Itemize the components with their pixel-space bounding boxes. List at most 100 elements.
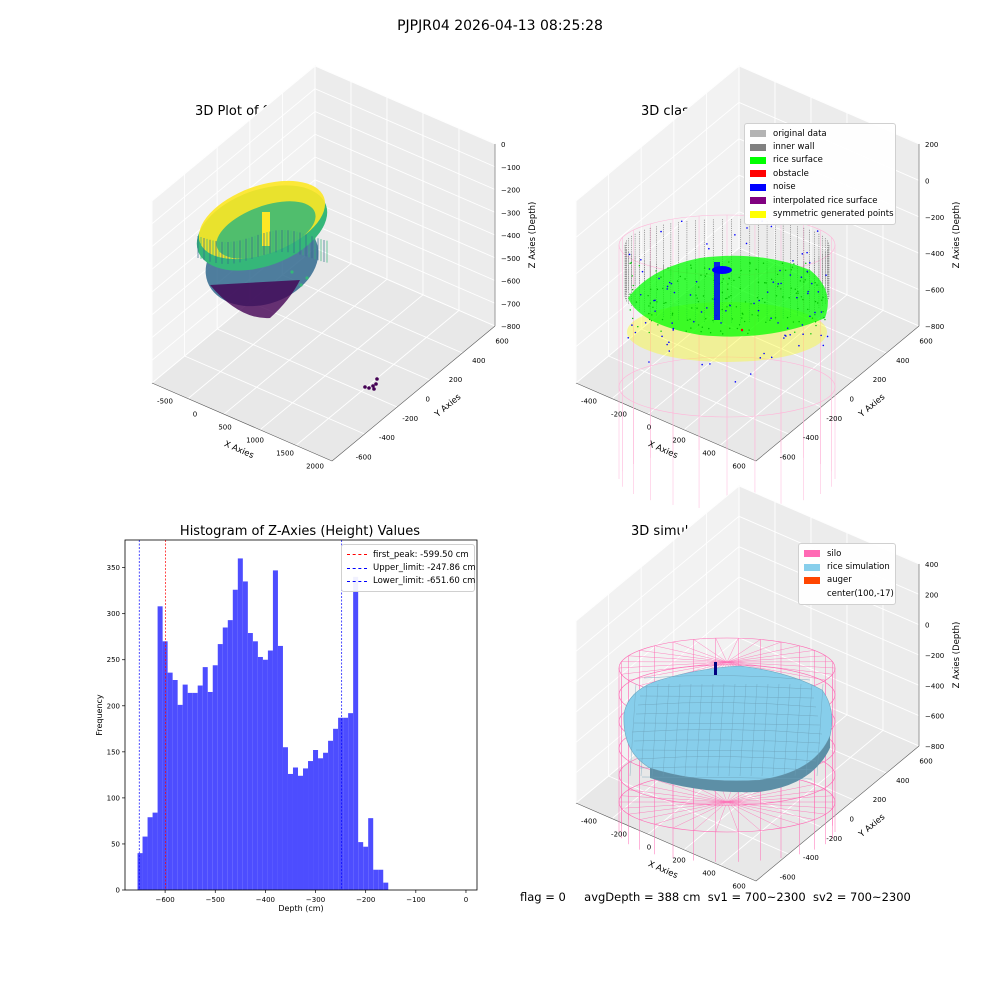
histogram-bar <box>262 659 268 890</box>
histogram-bar <box>247 633 253 890</box>
simulation-legend: silo rice simulation auger center(100,-1… <box>798 543 896 605</box>
y-tick-label: 600 <box>919 758 932 766</box>
y-tick-label: 200 <box>107 702 120 710</box>
rice-surface-point <box>721 291 724 294</box>
z-tick-label: 200 <box>925 591 938 599</box>
rice-mesh-line <box>629 683 637 777</box>
y-tick-label: -400 <box>803 434 819 442</box>
rice-surface-point <box>730 294 732 297</box>
y-tick-label: -400 <box>803 854 819 862</box>
legend-label: interpolated rice surface <box>773 195 878 206</box>
rice-surface-point <box>790 269 793 271</box>
noise-point <box>628 253 631 256</box>
z-tick-label: −200 <box>925 652 944 660</box>
rice-surface-point <box>731 318 734 320</box>
rice-mesh-line <box>761 683 769 777</box>
histogram-title: Histogram of Z-Axies (Height) Values <box>179 524 421 539</box>
rice-mesh-line <box>635 712 819 717</box>
noise-point <box>825 274 827 276</box>
rice-surface-point <box>703 267 706 269</box>
rice-surface-point <box>794 331 796 333</box>
histogram-bar <box>368 818 374 890</box>
rice-mesh-line <box>739 683 747 777</box>
rice-surface-point <box>721 308 723 311</box>
histogram-bar <box>343 717 349 890</box>
x-tick-label: −300 <box>306 896 325 904</box>
rice-surface-point <box>824 318 826 321</box>
rice-surface-point <box>803 281 805 283</box>
rice-surface-point <box>747 332 749 335</box>
silo-roof-wire <box>726 639 761 663</box>
rice-surface-point <box>696 307 698 309</box>
raw-outlier-point <box>305 276 309 280</box>
silo-floor-wire <box>726 801 739 832</box>
silo-floor-wire <box>654 779 728 803</box>
noise-point <box>770 356 773 359</box>
noise-point <box>789 333 791 336</box>
rice-surface-point <box>757 281 760 284</box>
legend-label: symmetric generated points <box>773 209 894 220</box>
noise-point <box>784 334 786 337</box>
x-tick-label: −400 <box>256 896 275 904</box>
z-tick-label: −400 <box>925 250 944 258</box>
legend-label: silo <box>827 548 842 559</box>
noise-point <box>759 357 762 359</box>
rice-surface-point <box>632 284 634 287</box>
rice-surface-point <box>735 306 738 308</box>
noise-point <box>806 270 809 273</box>
rice-surface-point <box>709 331 712 334</box>
x-tick-label: −500 <box>206 896 225 904</box>
raw-outlier-point <box>290 270 294 274</box>
noise-point <box>666 285 669 288</box>
x-tick-label: -200 <box>611 411 627 419</box>
rice-surface-point <box>797 290 799 293</box>
y-tick-label: 400 <box>896 777 909 785</box>
rice-surface-point <box>791 266 794 268</box>
noise-point <box>789 274 792 276</box>
noise-point <box>808 261 811 264</box>
noise-point <box>673 291 676 294</box>
histogram-bar <box>252 641 258 890</box>
rice-surface-point <box>765 282 767 284</box>
rice-mesh-line <box>641 776 813 780</box>
noise-point <box>770 225 773 228</box>
noise-cluster <box>712 266 732 274</box>
noise-point <box>708 268 711 270</box>
histogram-bar <box>207 691 213 890</box>
rice-surface-point <box>690 327 692 329</box>
histogram-bar <box>303 768 309 890</box>
rice-surface-point <box>770 278 773 281</box>
y-tick-label: 100 <box>107 794 120 802</box>
rice-mesh-line <box>816 683 824 777</box>
silo-floor-wire <box>726 801 800 825</box>
rice-surface-point <box>762 262 765 264</box>
silo-floor-wire <box>726 801 826 815</box>
silo-floor-wire <box>628 801 728 815</box>
y-tick-label: -600 <box>780 873 796 881</box>
rice-surface-point <box>816 284 818 286</box>
rice-surface-point <box>630 261 632 264</box>
rice-surface-point <box>749 263 751 265</box>
x-tick-label: 0 <box>647 424 651 432</box>
z-tick-label: 400 <box>925 561 938 569</box>
noise-point <box>654 310 656 312</box>
legend-item-rice-surface: rice surface <box>750 154 890 167</box>
y-tick-label: 0 <box>850 816 854 824</box>
noise-point <box>693 320 695 323</box>
rice-mesh-line <box>633 722 821 726</box>
histogram-bar <box>318 758 324 890</box>
legend-swatch <box>750 156 766 164</box>
histogram-bar <box>192 692 198 890</box>
x-tick-label: 1000 <box>246 437 264 445</box>
legend-item-original-data: original data <box>750 127 890 140</box>
histogram-bar <box>287 773 293 890</box>
rice-surface-point <box>775 295 778 297</box>
noise-point <box>708 247 710 250</box>
histogram-bar <box>272 570 278 890</box>
noise-point <box>801 324 804 326</box>
rice-surface-point <box>698 286 700 288</box>
rice-mesh-line <box>643 675 811 681</box>
rice-surface-point <box>662 287 664 290</box>
rice-mesh-line <box>633 739 821 744</box>
